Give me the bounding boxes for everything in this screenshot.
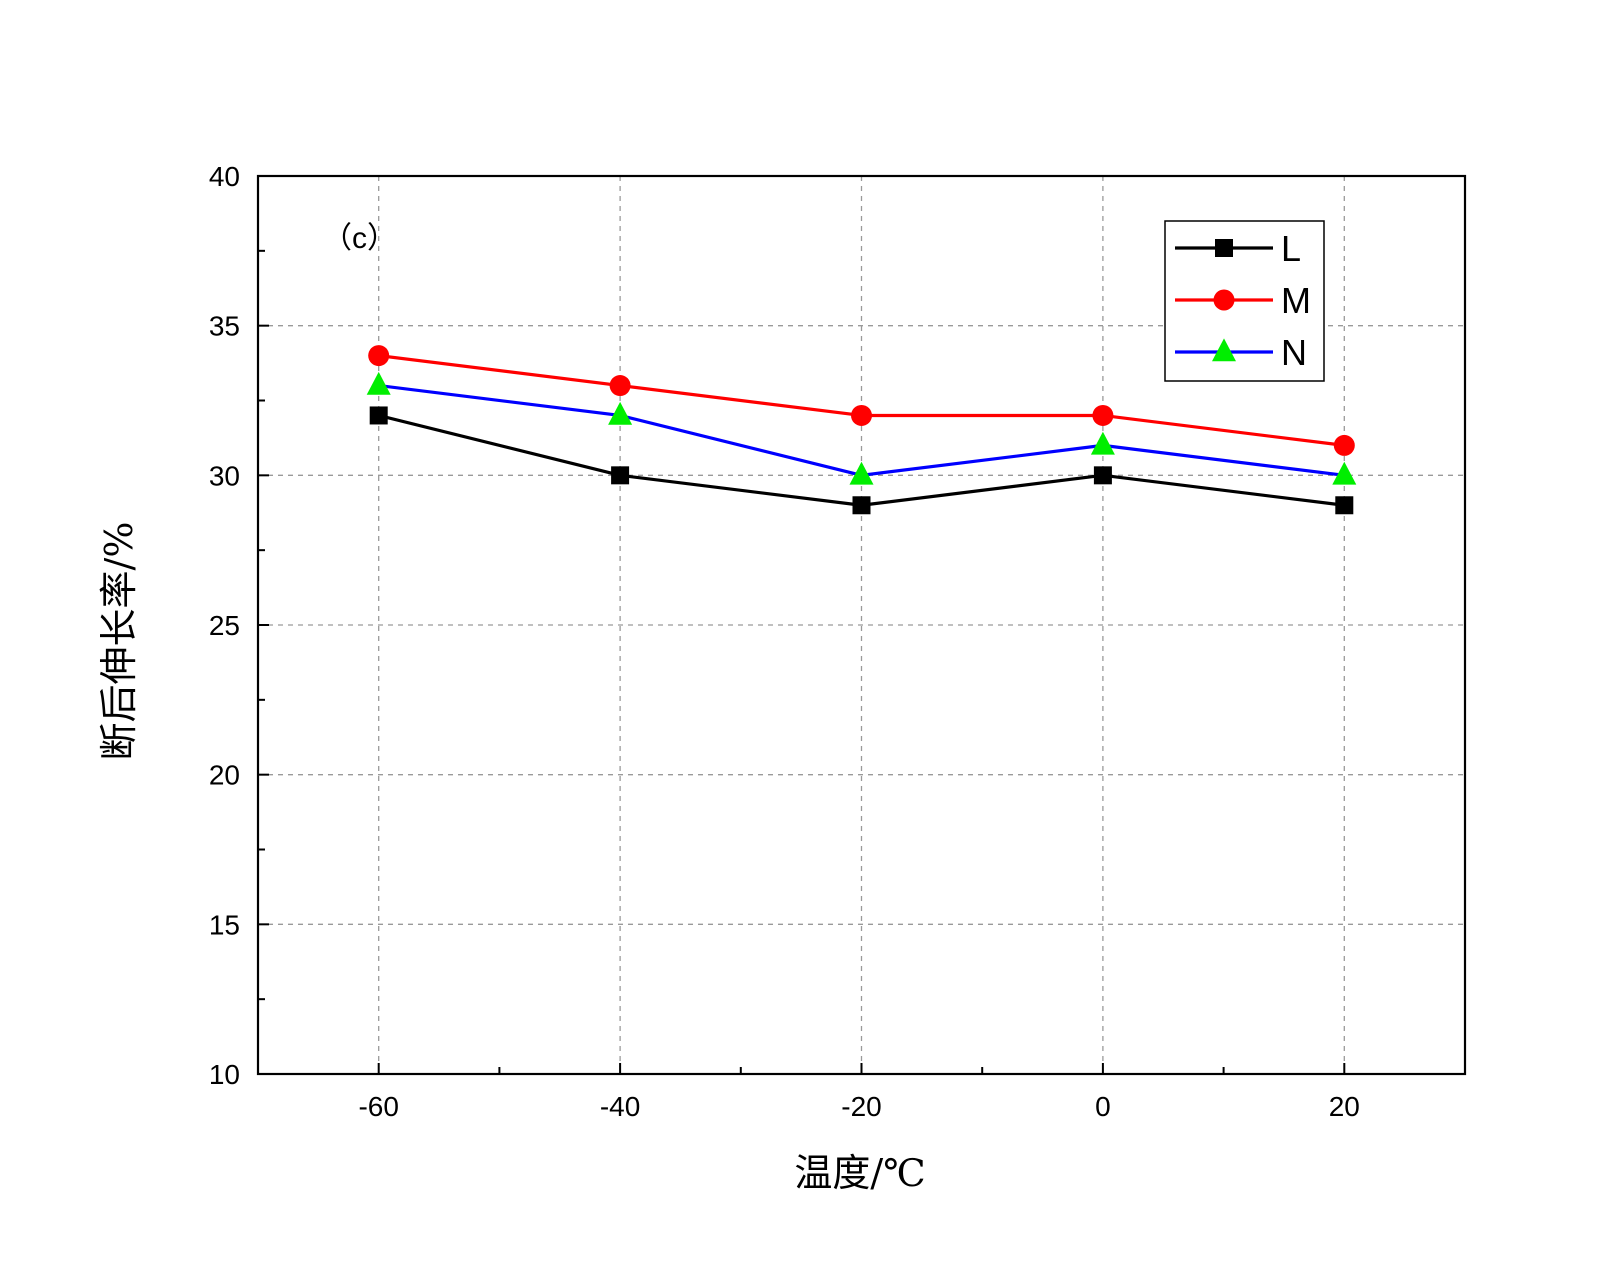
data-point-L (1335, 496, 1354, 515)
series-N (366, 371, 1357, 485)
data-point-L (611, 466, 630, 485)
x-tick-label: 20 (1329, 1091, 1360, 1122)
legend-item-M: M (1175, 280, 1311, 321)
series-layer (366, 345, 1357, 515)
legend-marker-N (1212, 338, 1236, 362)
series-M (368, 345, 1355, 456)
x-tick-label: -60 (358, 1091, 398, 1122)
series-L (369, 406, 1354, 515)
panel-label: （c） (322, 222, 397, 255)
data-point-M (851, 404, 872, 426)
legend-label-L: L (1281, 228, 1301, 269)
y-tick-label: 10 (209, 1059, 240, 1090)
legend-label-N: N (1281, 332, 1307, 373)
data-point-M (609, 375, 631, 397)
legend-item-L: L (1175, 228, 1301, 269)
plot-frame (256, 174, 1467, 1076)
legend-label-M: M (1281, 280, 1311, 321)
data-point-L (852, 496, 871, 515)
data-point-N (849, 461, 874, 485)
y-tick-label: 40 (209, 161, 240, 192)
data-point-M (368, 345, 390, 367)
y-tick-label: 20 (209, 760, 240, 791)
data-point-L (369, 406, 388, 425)
y-tick-label: 15 (209, 909, 240, 940)
x-tick-label: 0 (1095, 1091, 1111, 1122)
legend-marker-L (1215, 239, 1233, 257)
legend: LMN (1164, 220, 1325, 382)
data-point-N (608, 401, 633, 425)
y-axis-title: 断后伸长率/% (97, 522, 141, 761)
y-tick-label: 35 (209, 311, 240, 342)
y-tick-label: 25 (209, 610, 240, 641)
x-tick-label: -20 (841, 1091, 881, 1122)
legend-marker-M (1213, 289, 1235, 311)
data-point-N (1090, 431, 1115, 455)
data-point-N (366, 371, 391, 395)
x-axis-title: 温度/℃ (794, 1151, 925, 1195)
legend-item-N: N (1175, 332, 1307, 373)
data-point-N (1332, 461, 1357, 485)
tick-labels: -60 -40 -20 0 20 10 15 20 25 30 35 40 (209, 161, 1360, 1122)
y-tick-label: 30 (209, 460, 240, 491)
data-point-L (1093, 466, 1112, 485)
data-point-M (1092, 404, 1114, 426)
data-point-M (1333, 434, 1355, 456)
x-tick-label: -40 (600, 1091, 640, 1122)
